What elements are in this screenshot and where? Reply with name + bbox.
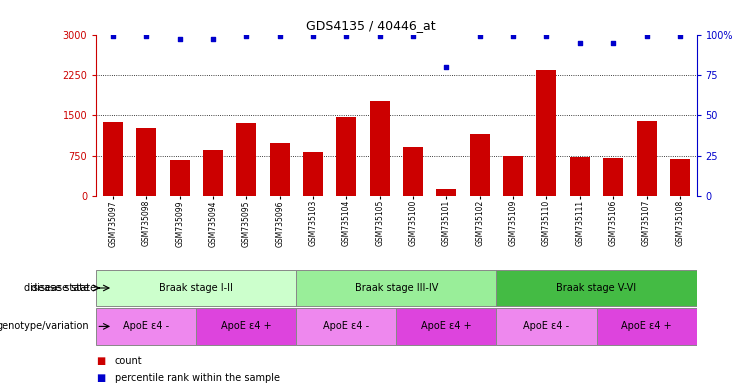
- Bar: [336, 117, 356, 196]
- Text: Braak stage V-VI: Braak stage V-VI: [556, 283, 637, 293]
- Bar: [637, 121, 657, 196]
- Bar: [270, 143, 290, 196]
- Bar: [170, 160, 190, 196]
- Bar: [136, 128, 156, 196]
- Point: [640, 33, 652, 39]
- Bar: [396, 308, 496, 345]
- Text: Braak stage III-IV: Braak stage III-IV: [355, 283, 438, 293]
- Bar: [236, 123, 256, 196]
- Point: [273, 33, 285, 39]
- Point: [307, 33, 319, 39]
- Bar: [96, 308, 196, 345]
- Bar: [670, 159, 690, 196]
- Text: disease state: disease state: [31, 283, 96, 293]
- Point: [674, 33, 685, 39]
- Bar: [403, 147, 423, 196]
- Bar: [296, 270, 496, 306]
- Bar: [203, 150, 223, 196]
- Bar: [536, 70, 556, 196]
- Text: percentile rank within the sample: percentile rank within the sample: [115, 373, 280, 383]
- Point: [473, 33, 485, 39]
- Text: ■: ■: [96, 373, 105, 383]
- Point: [340, 33, 352, 39]
- Point: [107, 33, 119, 39]
- Point: [540, 33, 552, 39]
- Point: [207, 36, 219, 43]
- Point: [407, 33, 419, 39]
- Point: [440, 64, 452, 70]
- Text: ApoE ε4 -: ApoE ε4 -: [523, 321, 570, 331]
- Point: [607, 40, 619, 46]
- Text: ApoE ε4 +: ApoE ε4 +: [421, 321, 472, 331]
- Text: count: count: [115, 356, 142, 366]
- Bar: [436, 189, 456, 196]
- Text: ApoE ε4 -: ApoE ε4 -: [123, 321, 170, 331]
- Bar: [96, 270, 296, 306]
- Text: GDS4135 / 40446_at: GDS4135 / 40446_at: [306, 19, 435, 32]
- Text: ApoE ε4 +: ApoE ε4 +: [621, 321, 672, 331]
- Point: [173, 36, 185, 43]
- Bar: [470, 134, 490, 196]
- Bar: [503, 156, 523, 196]
- Bar: [603, 158, 623, 196]
- Bar: [196, 308, 296, 345]
- Text: ApoE ε4 -: ApoE ε4 -: [323, 321, 370, 331]
- Point: [507, 33, 519, 39]
- Text: disease state: disease state: [24, 283, 89, 293]
- Text: ■: ■: [96, 356, 105, 366]
- Text: genotype/variation: genotype/variation: [0, 321, 89, 331]
- Point: [140, 33, 152, 39]
- Bar: [296, 308, 396, 345]
- Point: [574, 40, 585, 46]
- Text: ApoE ε4 +: ApoE ε4 +: [221, 321, 272, 331]
- Point: [373, 33, 385, 39]
- Bar: [570, 157, 590, 196]
- Bar: [370, 101, 390, 196]
- Bar: [303, 152, 323, 196]
- Text: Braak stage I-II: Braak stage I-II: [159, 283, 233, 293]
- Bar: [103, 122, 123, 196]
- Bar: [496, 308, 597, 345]
- Point: [240, 33, 252, 39]
- Bar: [597, 308, 697, 345]
- Bar: [496, 270, 697, 306]
